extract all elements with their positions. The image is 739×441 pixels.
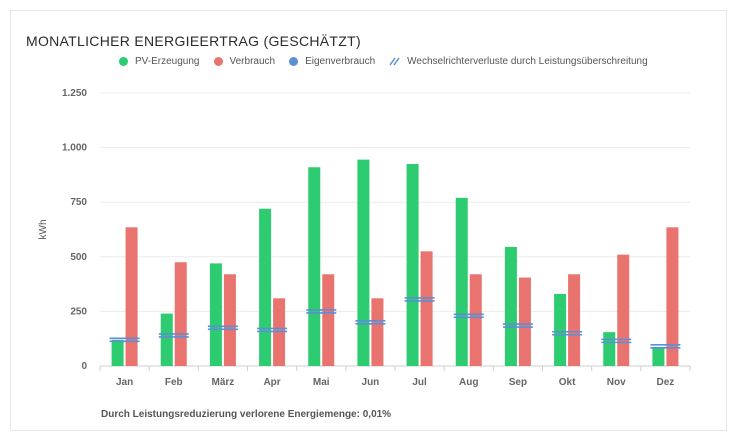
x-tick-label: März: [212, 377, 235, 388]
bar-pv-erzeugung[interactable]: [554, 293, 567, 366]
legend-item-verbrauch[interactable]: Verbrauch: [213, 55, 276, 67]
y-tick-label: 250: [70, 306, 87, 317]
bar-verbrauch[interactable]: [469, 274, 482, 366]
bar-verbrauch[interactable]: [617, 254, 630, 366]
bar-verbrauch[interactable]: [174, 262, 187, 366]
bar-pv-erzeugung[interactable]: [259, 208, 272, 366]
bar-verbrauch[interactable]: [322, 274, 335, 366]
bar-pv-erzeugung[interactable]: [357, 159, 370, 366]
chart-grid: [100, 92, 690, 367]
y-tick-label: 500: [70, 252, 87, 263]
x-axis-ticks: Jan Feb März Apr Mai Jun Jul Aug Sep Okt Nov Dez: [99, 366, 691, 388]
x-tick-label: Nov: [607, 377, 626, 388]
y-tick-label: 750: [70, 197, 87, 208]
legend-label-pv: PV-Erzeugung: [135, 55, 200, 67]
y-tick-label: 0: [81, 361, 87, 372]
bar-pv-erzeugung[interactable]: [406, 163, 419, 366]
x-tick-label: Jan: [116, 377, 133, 388]
y-tick-label: 1.250: [62, 88, 87, 99]
bar-pv-erzeugung[interactable]: [160, 313, 173, 366]
legend-dot-eigenverbrauch: [289, 56, 299, 66]
x-tick-label: Sep: [509, 377, 527, 388]
chart-title: MONATLICHER ENERGIEERTRAG (GESCHÄTZT): [26, 33, 361, 49]
legend-dot-pv: [119, 56, 128, 66]
legend-item-verluste[interactable]: Wechselrichterverluste durch Leistungsüb…: [389, 56, 648, 67]
bar-verbrauch[interactable]: [420, 251, 433, 366]
x-tick-label: Aug: [459, 377, 478, 388]
legend-label-eigenverbrauch: Eigenverbrauch: [305, 55, 376, 67]
bar-verbrauch[interactable]: [518, 277, 531, 366]
bar-pv-erzeugung[interactable]: [652, 347, 665, 366]
bar-pv-erzeugung[interactable]: [209, 263, 222, 366]
y-axis-label: kWh: [38, 220, 49, 240]
legend-item-pv[interactable]: PV-Erzeugung: [119, 56, 200, 67]
bar-verbrauch[interactable]: [568, 274, 581, 366]
bar-pv-erzeugung[interactable]: [455, 197, 468, 366]
bar-verbrauch[interactable]: [371, 298, 384, 366]
y-tick-label: 1.000: [62, 143, 87, 154]
bar-pv-erzeugung[interactable]: [308, 167, 321, 366]
x-tick-label: Mai: [313, 377, 330, 388]
x-tick-label: Jul: [412, 377, 427, 388]
chart-legend: PV-Erzeugung Verbrauch Eigenverbrauch We…: [119, 53, 709, 69]
bar-pv-erzeugung[interactable]: [504, 246, 517, 366]
x-tick-label: Feb: [165, 377, 183, 388]
loss-footer-text: Durch Leistungsreduzierung verlorene Ene…: [101, 409, 392, 420]
legend-label-verbrauch: Verbrauch: [229, 55, 276, 67]
bar-verbrauch[interactable]: [666, 227, 679, 366]
x-tick-label: Dez: [657, 377, 675, 388]
x-tick-label: Apr: [263, 377, 280, 388]
x-tick-label: Okt: [559, 377, 576, 388]
bars-group: [109, 159, 681, 366]
legend-dot-verbrauch: [213, 56, 223, 66]
bar-pv-erzeugung[interactable]: [603, 332, 616, 366]
bar-pv-erzeugung[interactable]: [111, 339, 124, 366]
bar-verbrauch[interactable]: [125, 227, 138, 366]
x-tick-label: Jun: [362, 377, 380, 388]
y-axis-ticks: 0 250 500 750 1.000 1.250: [62, 88, 87, 372]
hatch-icon: [389, 57, 400, 65]
legend-label-verluste: Wechselrichterverluste durch Leistungsüb…: [407, 55, 648, 67]
legend-item-eigenverbrauch[interactable]: Eigenverbrauch: [289, 56, 375, 67]
bar-verbrauch[interactable]: [223, 274, 236, 366]
